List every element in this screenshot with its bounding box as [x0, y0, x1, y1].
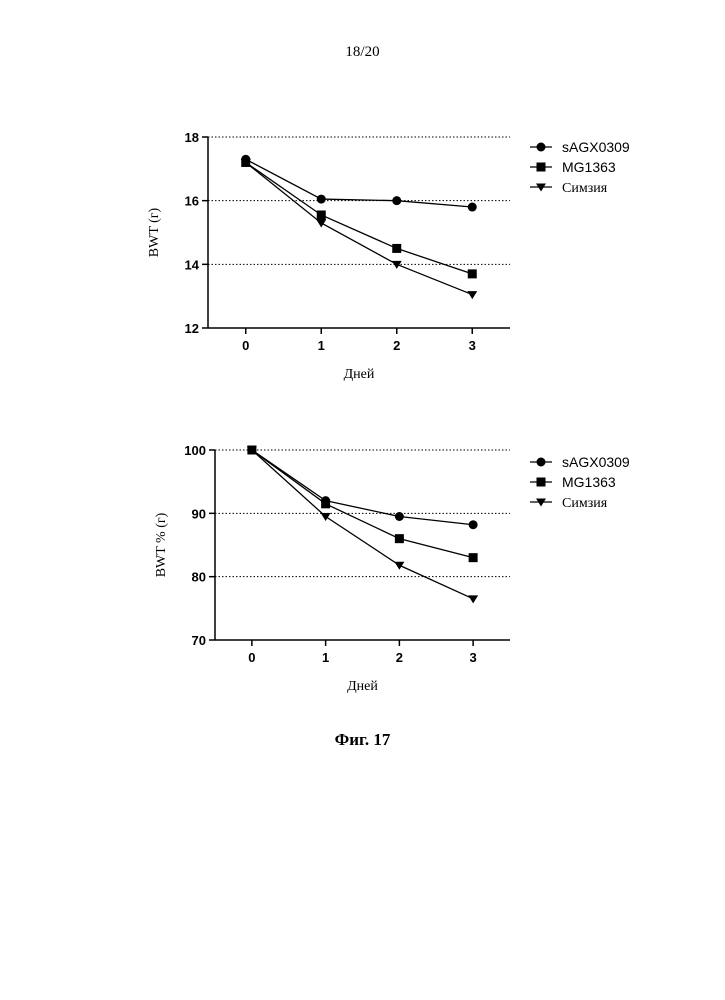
- legend-marker: [536, 498, 546, 507]
- legend-marker: [536, 183, 546, 192]
- legend-label: Симзия: [562, 181, 608, 196]
- chart-body-weight-percent: 70 80 90 100 0 1 2 3 Дней BWT % (г) sAGX0309 MG1363…: [154, 443, 630, 694]
- data-point: [316, 219, 327, 228]
- data-point: [468, 595, 479, 604]
- data-point: [316, 210, 326, 220]
- data-point: [467, 291, 478, 300]
- x-tick-label: 3: [469, 338, 476, 353]
- x-tick-label: 3: [470, 650, 477, 665]
- data-point: [320, 513, 331, 521]
- x-tick-label: 1: [318, 338, 325, 353]
- y-tick-label: 90: [192, 506, 206, 521]
- x-tick-label: 0: [242, 338, 249, 353]
- data-point: [316, 194, 326, 204]
- data-point: [240, 158, 251, 167]
- legend-label: sAGX0309: [562, 454, 630, 470]
- series-line-1: [251, 449, 474, 559]
- data-point: [394, 534, 404, 544]
- legend-marker: [536, 162, 546, 172]
- data-point: [246, 446, 257, 455]
- x-tick-label: 1: [322, 650, 329, 665]
- y-axis-label: BWT % (г): [154, 512, 169, 577]
- y-tick-label: 14: [185, 257, 200, 272]
- series-line-1: [245, 161, 473, 275]
- x-tick-label: 2: [396, 650, 403, 665]
- series-line-2: [245, 161, 473, 296]
- y-tick-label: 100: [184, 443, 206, 458]
- data-point: [394, 512, 404, 521]
- series-line-0: [245, 158, 473, 208]
- data-point: [391, 260, 402, 269]
- page-number: 18/20: [345, 44, 380, 60]
- y-tick-label: 16: [185, 194, 199, 209]
- legend-label: Симзия: [562, 496, 608, 511]
- series-line-2: [251, 449, 474, 600]
- legend-label: MG1363: [562, 159, 616, 175]
- data-point: [394, 561, 405, 570]
- legend-marker: [536, 477, 546, 487]
- y-tick-label: 70: [192, 633, 206, 648]
- data-point: [467, 269, 477, 279]
- data-point: [392, 243, 402, 253]
- legend-label: MG1363: [562, 474, 616, 490]
- x-axis-label: Дней: [344, 367, 375, 382]
- y-tick-label: 18: [185, 130, 199, 145]
- data-point: [468, 553, 478, 563]
- data-point: [467, 202, 477, 212]
- y-axis-label: BWT (г): [147, 207, 162, 257]
- data-point: [321, 499, 331, 509]
- x-tick-label: 2: [393, 338, 400, 353]
- legend-label: sAGX0309: [562, 139, 630, 155]
- y-tick-label: 12: [185, 321, 199, 336]
- data-point: [392, 196, 402, 206]
- legend-marker: [536, 142, 546, 152]
- legend-marker: [536, 457, 546, 467]
- data-point: [468, 520, 478, 530]
- x-tick-label: 0: [248, 650, 255, 665]
- x-axis-label: Дней: [347, 679, 378, 694]
- y-tick-label: 80: [192, 570, 206, 585]
- figure-caption: Фиг. 17: [334, 730, 391, 749]
- series-line-0: [251, 449, 474, 526]
